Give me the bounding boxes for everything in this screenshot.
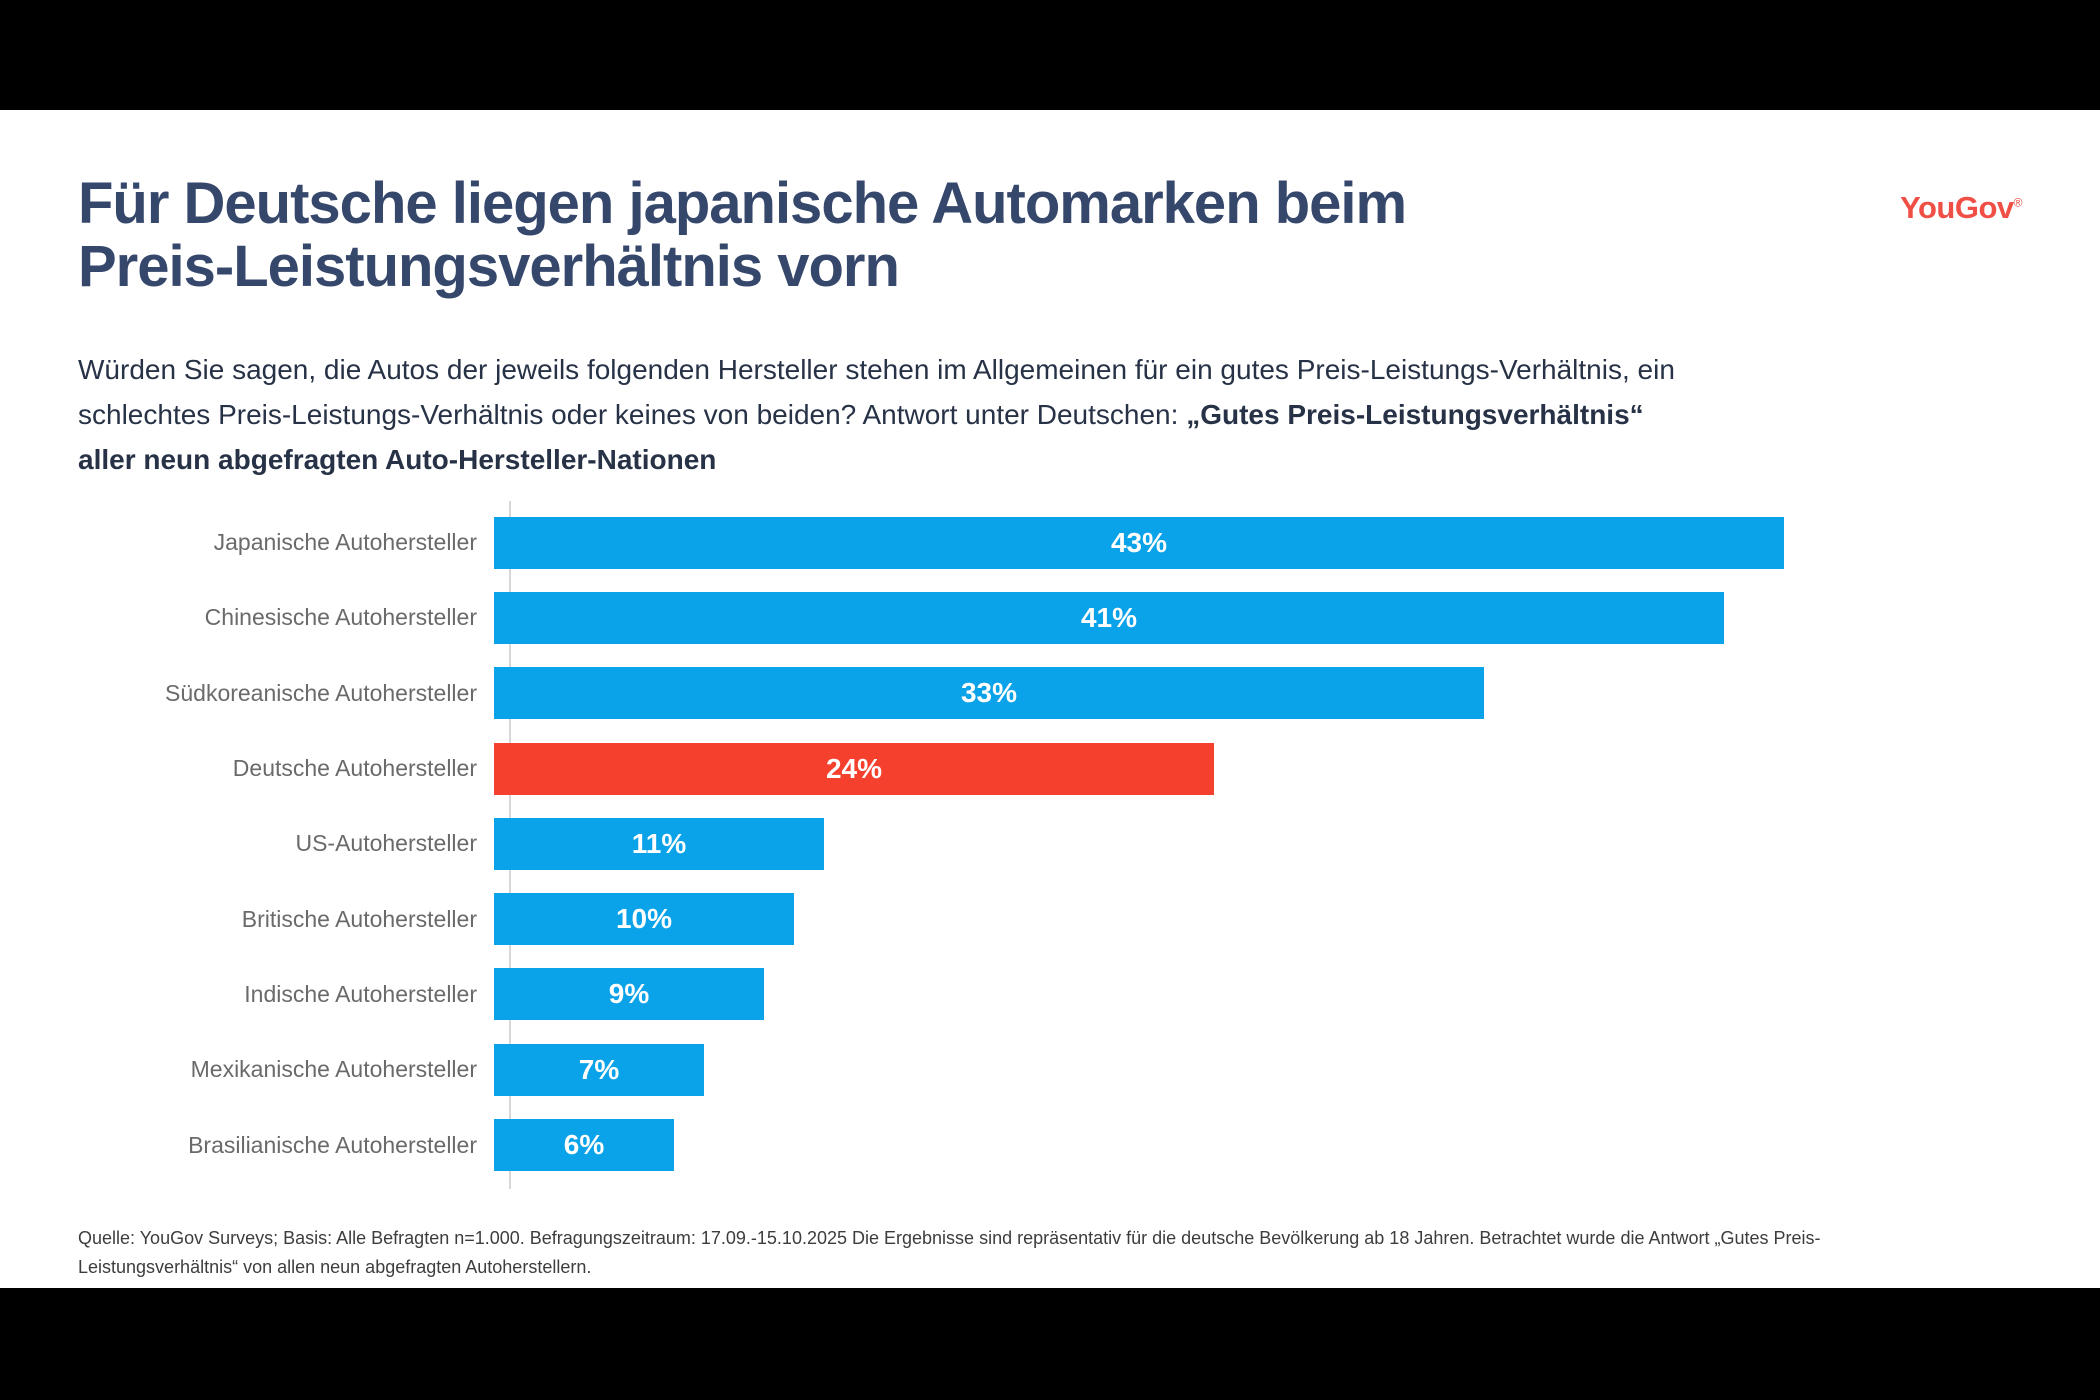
category-label: Deutsche Autohersteller: [232, 755, 477, 782]
bar: 33%: [494, 667, 1484, 720]
bar: 10%: [494, 893, 794, 946]
bar-chart-rows: Japanische Autohersteller 43% Chinesische …: [0, 505, 2100, 1183]
source-footnote-line2: Leistungsverhältnis“ von allen neun abge…: [78, 1257, 592, 1277]
bar-area: 41%: [494, 591, 2100, 644]
bar-value-label: 10%: [615, 903, 673, 935]
category-label: Chinesische Autohersteller: [204, 604, 477, 631]
bar-value-label: 43%: [1110, 526, 1168, 558]
page-title-line2: Preis-Leistungsverhältnis vorn: [78, 234, 900, 299]
top-letterbox-bar: [0, 0, 2100, 110]
subtitle-line1: Würden Sie sagen, die Autos der jeweils …: [78, 354, 1675, 385]
bar: 7%: [494, 1043, 704, 1096]
bar-area: 33%: [494, 667, 2100, 720]
chart-row: Chinesische Autohersteller 41%: [0, 580, 2100, 655]
bar: 41%: [494, 591, 1724, 644]
chart-row: Südkoreanische Autohersteller 33%: [0, 656, 2100, 731]
category-label: Mexikanische Autohersteller: [190, 1056, 477, 1083]
bar: 6%: [494, 1119, 674, 1172]
bar: 24%: [494, 742, 1214, 795]
category-label: Japanische Autohersteller: [213, 529, 477, 556]
bar-area: 11%: [494, 817, 2100, 870]
chart-row: Britische Autohersteller 10%: [0, 881, 2100, 956]
yougov-logo: YouGov®: [1900, 190, 2022, 226]
bar-area: 9%: [494, 968, 2100, 1021]
bar-value-label: 9%: [608, 978, 650, 1010]
chart-row: Brasilianische Autohersteller 6%: [0, 1107, 2100, 1182]
source-footnote: Quelle: YouGov Surveys; Basis: Alle Befr…: [78, 1224, 1938, 1282]
bar-area: 43%: [494, 516, 2100, 569]
bar-area: 7%: [494, 1043, 2100, 1096]
page-title-line1: Für Deutsche liegen japanische Automarke…: [78, 171, 1407, 236]
bar-area: 24%: [494, 742, 2100, 795]
bar-value-label: 6%: [563, 1129, 605, 1161]
bar-value-label: 11%: [631, 827, 687, 859]
bottom-letterbox-bar: [0, 1288, 2100, 1400]
bar-area: 6%: [494, 1119, 2100, 1172]
yougov-logo-text: YouGov: [1900, 190, 2014, 225]
chart-row: US-Autohersteller 11%: [0, 806, 2100, 881]
category-label: Südkoreanische Autohersteller: [165, 679, 477, 706]
bar-value-label: 7%: [578, 1053, 620, 1085]
page-title: Für Deutsche liegen japanische Automarke…: [78, 172, 1878, 298]
subtitle-line2-bold: „Gutes Preis-Leistungsverhältnis“: [1186, 399, 1644, 430]
chart-row: Japanische Autohersteller 43%: [0, 505, 2100, 580]
subtitle-line3-bold: aller neun abgefragten Auto-Hersteller-N…: [78, 444, 717, 475]
chart-row: Mexikanische Autohersteller 7%: [0, 1032, 2100, 1107]
bar-value-label: 33%: [960, 677, 1018, 709]
category-label: Brasilianische Autohersteller: [188, 1131, 477, 1158]
bar: 9%: [494, 968, 764, 1021]
subtitle-line2-regular: schlechtes Preis-Leistungs-Verhältnis od…: [78, 399, 1187, 430]
bar-area: 10%: [494, 893, 2100, 946]
source-footnote-line1: Quelle: YouGov Surveys; Basis: Alle Befr…: [78, 1228, 1821, 1248]
chart-row: Indische Autohersteller 9%: [0, 957, 2100, 1032]
bar: 11%: [494, 817, 824, 870]
category-label: Indische Autohersteller: [244, 980, 477, 1007]
category-label: Britische Autohersteller: [241, 905, 477, 932]
registered-trademark-icon: ®: [2013, 195, 2023, 210]
category-label: US-Autohersteller: [295, 830, 477, 857]
bar-value-label: 24%: [825, 752, 883, 784]
bar-value-label: 41%: [1080, 601, 1138, 633]
question-subtitle: Würden Sie sagen, die Autos der jeweils …: [78, 347, 1938, 482]
bar-chart: Japanische Autohersteller 43% Chinesische …: [0, 501, 2100, 1189]
chart-row: Deutsche Autohersteller 24%: [0, 731, 2100, 806]
bar: 43%: [494, 516, 1784, 569]
